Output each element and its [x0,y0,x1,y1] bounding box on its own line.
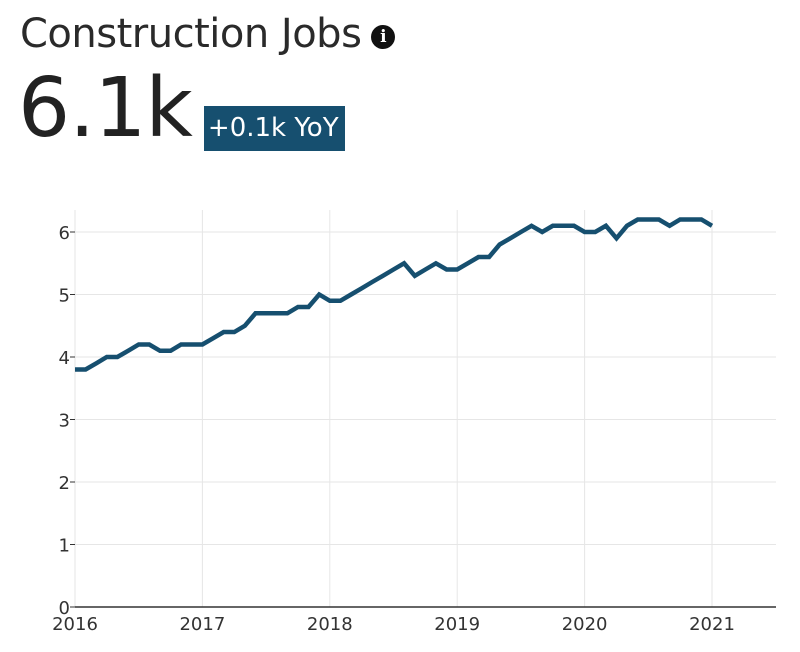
info-icon[interactable]: i [371,25,396,49]
metric-value-row: 6.1k +0.1k YoY [18,64,345,154]
series-line [75,217,714,372]
x-tick-label: 2018 [307,614,353,635]
y-tick-label: 5 [59,286,70,307]
x-tick-label: 2021 [689,614,735,635]
x-tick-label: 2016 [52,614,98,635]
y-tick-label: 6 [59,223,70,244]
metric-value: 6.1k [18,61,193,156]
y-tick-label: 4 [59,348,70,369]
x-tick-label: 2017 [179,614,225,635]
x-tick-label: 2019 [434,614,480,635]
metric-title-row: Construction Jobs i [20,8,396,60]
metric-title: Construction Jobs [20,11,362,57]
y-tick-label: 3 [59,411,70,432]
yoy-change-badge: +0.1k YoY [203,106,345,151]
y-tick-label: 1 [59,536,70,557]
y-tick-label: 2 [59,473,70,494]
y-tick-label: 0 [59,598,70,619]
x-tick-label: 2020 [562,614,608,635]
